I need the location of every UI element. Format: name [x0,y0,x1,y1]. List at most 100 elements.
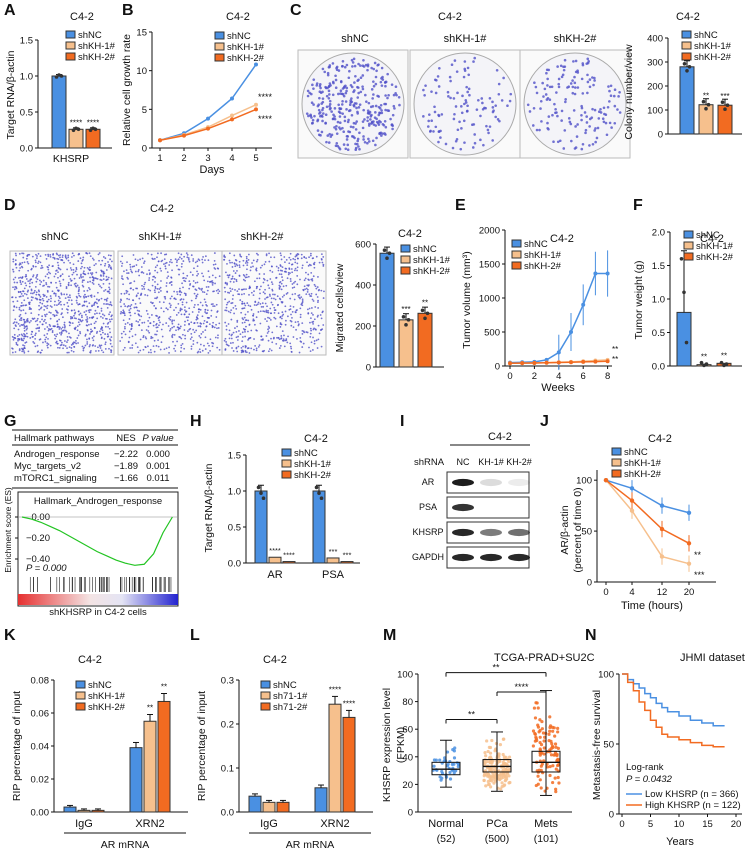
colony-dot [250,308,253,311]
colony-dot [41,349,43,352]
colony-dot [183,279,186,282]
colony-dot [154,269,156,272]
image-label: shKH-2# [554,33,598,45]
colony-dot [387,93,390,97]
colony-dot [233,312,235,315]
colony-dot [44,338,47,341]
colony-dot [212,303,214,305]
colony-dot [301,322,304,325]
colony-dot [173,290,176,293]
colony-dot [83,304,86,307]
colony-dot [242,259,245,262]
colony-dot [151,278,154,281]
significance-label: *** [694,570,705,580]
colony-dot [129,287,132,290]
colony-dot [586,57,590,61]
colony-dot [30,308,33,310]
jitter-point [498,777,502,782]
data-point [382,248,387,253]
colony-dot [71,273,74,276]
colony-dot [573,92,577,96]
colony-dot [610,126,613,129]
significance-label: ** [612,345,618,354]
legend-swatch [683,241,694,250]
colony-dot [311,349,314,351]
colony-dot [146,313,149,315]
colony-dot [65,308,68,310]
colony-dot [447,95,450,98]
colony-dot [47,276,50,279]
colony-dot [134,302,137,305]
jitter-point [539,768,543,772]
jitter-point [556,746,560,750]
colony-dot [287,271,290,274]
colony-dot [135,294,138,297]
colony-dot [316,129,320,132]
colony-dot [83,311,86,314]
colony-dot [25,257,28,260]
blot-band [480,528,502,537]
colony-dot [129,305,132,308]
colony-dot [85,310,88,312]
colony-dot [574,146,578,149]
colony-dot [314,285,317,288]
colony-dot [108,292,111,295]
jitter-point [549,753,554,757]
colony-dot [102,331,104,334]
colony-dot [266,305,268,308]
colony-dot [31,292,34,295]
colony-dot [180,337,183,340]
colony-dot [238,260,241,263]
colony-dot [92,283,95,285]
jitter-point [549,747,553,751]
colony-dot [547,127,550,131]
colony-dot [23,287,26,290]
colony-dot [185,252,188,255]
colony-dot [155,326,158,329]
colony-dot [244,276,247,279]
colony-dot [243,321,246,324]
colony-dot [37,313,40,316]
colony-dot [89,333,91,335]
colony-dot [32,264,35,267]
colony-dot [205,325,208,328]
colony-dot [101,313,104,316]
colony-dot [242,307,245,310]
colony-dot [228,329,231,332]
colony-dot [294,321,297,323]
chart-title: C4-2 [70,11,94,23]
x-tick-label: 15 [702,819,713,830]
colony-dot [14,286,17,288]
colony-dot [103,337,106,340]
colony-dot [259,322,262,325]
colony-dot [180,253,183,256]
colony-dot [41,315,44,318]
colony-plate-2 [409,49,521,159]
colony-dot [171,319,174,322]
colony-dot [250,291,253,294]
colony-dot [155,344,158,347]
colony-dot [356,110,359,114]
colony-dot [455,137,459,141]
colony-dot [31,255,34,258]
colony-dot [580,113,583,117]
colony-dot [285,267,288,270]
colony-dot [18,333,21,336]
colony-dot [273,306,276,309]
colony-dot [186,274,189,277]
colony-dot [289,258,292,261]
y-tick-label: 0 [408,808,413,819]
colony-dot [248,324,251,326]
colony-dot [131,335,134,338]
data-point [679,257,684,261]
colony-dot [223,254,226,257]
colony-dot [535,128,539,132]
colony-dot [180,257,183,260]
colony-dot [158,324,160,327]
colony-dot [39,261,42,264]
x-axis-label: Weeks [541,382,575,394]
colony-dot [18,349,21,352]
colony-dot [367,137,370,141]
colony-dot [226,262,228,265]
plate-dish [301,52,405,156]
